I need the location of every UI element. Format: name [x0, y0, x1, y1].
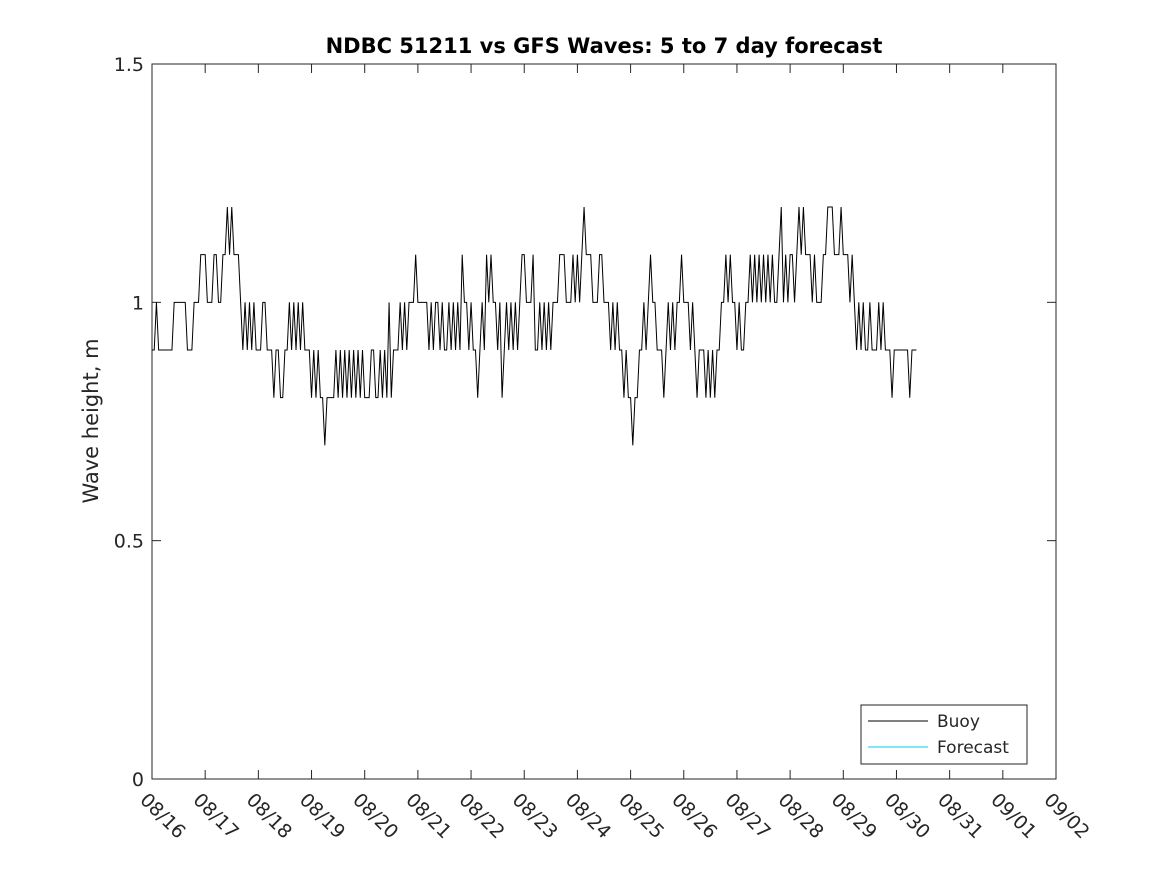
x-tick-label: 08/22 [455, 789, 509, 843]
legend: Buoy Forecast [860, 704, 1028, 765]
y-tick-label: 0.5 [114, 531, 144, 553]
x-tick-label: 08/26 [667, 789, 721, 843]
x-tick-label: 08/29 [827, 789, 881, 843]
y-tick-label: 1 [132, 292, 144, 314]
legend-forecast-label: Forecast [937, 738, 1009, 758]
x-tick-label: 08/25 [614, 789, 668, 843]
x-tick-label: 09/01 [986, 789, 1040, 843]
plot-area [151, 63, 1057, 780]
x-tick-label: 08/18 [242, 789, 296, 843]
x-tick-label: 08/28 [774, 789, 828, 843]
series-line-buoy [152, 206, 917, 446]
x-tick-label: 08/21 [401, 789, 455, 843]
y-tick-label: 0 [132, 769, 144, 791]
legend-buoy-label: Buoy [937, 712, 980, 732]
x-tick-label: 08/19 [295, 789, 349, 843]
x-tick-label: 08/16 [135, 789, 189, 843]
y-tick-label: 1.5 [114, 54, 144, 76]
x-tick-label: 09/02 [1039, 789, 1093, 843]
chart-title: NDBC 51211 vs GFS Waves: 5 to 7 day fore… [326, 34, 883, 58]
y-axis-label: Wave height, m [79, 338, 103, 503]
x-tick-label: 08/30 [880, 789, 934, 843]
x-tick-label: 08/20 [348, 789, 402, 843]
x-tick-label: 08/31 [933, 789, 987, 843]
series-layer [152, 206, 917, 446]
x-tick-label: 08/23 [508, 789, 562, 843]
x-tick-label: 08/27 [720, 789, 774, 843]
legend-box [860, 704, 1028, 765]
x-tick-label: 08/17 [189, 789, 243, 843]
y-axis-ticks: 0 0.5 1 1.5 [114, 54, 1056, 791]
x-tick-label: 08/24 [561, 789, 615, 843]
